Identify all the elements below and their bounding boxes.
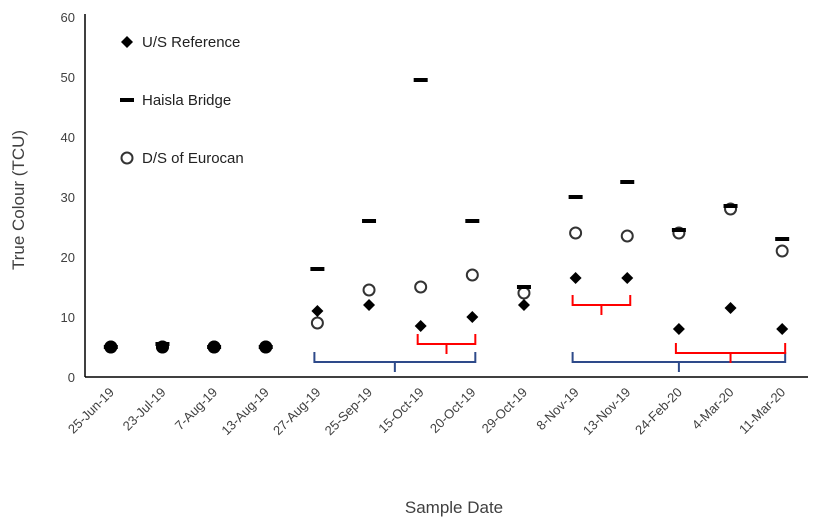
bracket (313, 352, 477, 372)
data-point (310, 267, 325, 271)
data-points (103, 78, 790, 354)
bracket (571, 352, 787, 372)
legend-marker (120, 98, 134, 102)
data-point (362, 219, 377, 223)
x-tick-label: 25-Jun-19 (65, 385, 117, 437)
data-point (259, 340, 273, 354)
data-point (517, 299, 530, 311)
legend: U/S Reference Haisla Bridge D/S of Eurocan (120, 34, 244, 167)
data-point (362, 283, 376, 297)
x-axis-title: Sample Date (405, 498, 503, 517)
data-point (207, 340, 221, 354)
x-tick-label: 8-Nov-19 (533, 385, 581, 433)
data-point (517, 286, 531, 300)
data-point (620, 180, 635, 184)
y-tick-label: 40 (61, 130, 75, 145)
x-tick-label: 15-Oct-19 (375, 385, 426, 436)
data-point (775, 244, 789, 258)
y-tick-label: 60 (61, 10, 75, 25)
data-point (465, 219, 480, 223)
y-tick-label: 50 (61, 70, 75, 85)
data-point (775, 237, 790, 241)
data-point (723, 204, 738, 208)
legend-label: Haisla Bridge (142, 92, 231, 109)
data-point (621, 272, 634, 284)
x-tick-label: 7-Aug-19 (172, 385, 220, 433)
data-point (671, 228, 686, 232)
x-tick-label: 11-Mar-20 (736, 385, 788, 437)
bracket (674, 343, 787, 363)
x-tick-label: 13-Aug-19 (218, 385, 272, 439)
data-point (414, 280, 428, 294)
y-tick-label: 10 (61, 310, 75, 325)
data-point (569, 226, 583, 240)
x-tick-label: 20-Oct-19 (427, 385, 478, 436)
y-axis-title: True Colour (TCU) (9, 130, 28, 270)
data-point (516, 285, 531, 289)
x-tick-label: 4-Mar-20 (689, 385, 737, 433)
y-tick-label: 20 (61, 250, 75, 265)
data-point (672, 323, 685, 335)
legend-label: U/S Reference (142, 34, 240, 51)
brackets (313, 295, 787, 372)
x-tick-label: 23-Jul-19 (120, 385, 169, 434)
x-tick-label: 25-Sep-19 (322, 385, 376, 439)
legend-marker (120, 151, 134, 165)
data-point (568, 195, 583, 199)
bracket (416, 334, 477, 354)
x-tick-label: 13-Nov-19 (580, 385, 634, 439)
bracket (571, 295, 632, 315)
data-point (310, 316, 324, 330)
data-point (414, 320, 427, 332)
data-point (104, 340, 118, 354)
data-point (620, 229, 634, 243)
data-point (155, 340, 169, 354)
data-point (776, 323, 789, 335)
legend-label: D/S of Eurocan (142, 150, 244, 167)
y-tick-label: 0 (68, 370, 75, 385)
data-point (363, 299, 376, 311)
data-point (413, 78, 428, 82)
data-point (724, 302, 737, 314)
x-tick-label: 29-Oct-19 (479, 385, 530, 436)
data-point (569, 272, 582, 284)
x-tick-label: 24-Feb-20 (632, 385, 685, 438)
x-tick-label: 27-Aug-19 (270, 385, 324, 439)
legend-marker (121, 36, 133, 48)
y-tick-label: 30 (61, 190, 75, 205)
data-point (311, 305, 324, 317)
data-point (465, 268, 479, 282)
data-point (466, 311, 479, 323)
